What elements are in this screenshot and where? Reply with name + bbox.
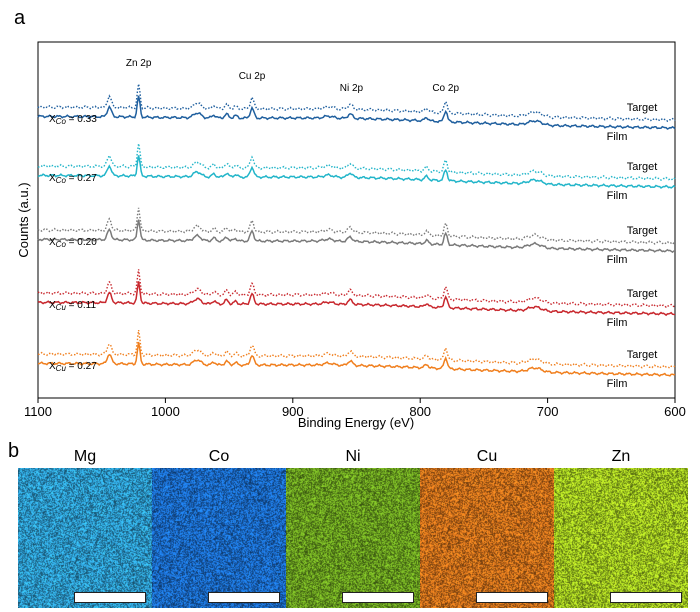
- y-axis-label: Counts (a.u.): [16, 182, 31, 257]
- scale-bar: [476, 592, 548, 603]
- film-label: Film: [607, 131, 628, 143]
- scale-bar: [208, 592, 280, 603]
- film-spectrum-line: [37, 281, 676, 317]
- target-label: Target: [627, 288, 658, 300]
- eds-maps: b Mg Co Ni Cu Zn: [0, 440, 700, 612]
- scale-bar: [342, 592, 414, 603]
- peak-label: Co 2p: [432, 83, 459, 94]
- eds-map-ni: [286, 468, 420, 608]
- film-label: Film: [607, 378, 628, 390]
- composition-symbol: X: [49, 173, 56, 184]
- composition-subscript: Cu: [56, 364, 67, 373]
- composition-symbol: X: [49, 114, 56, 125]
- film-spectrum-line: [37, 219, 675, 254]
- series-group: Target Film XCo = 0.33: [37, 83, 676, 143]
- eds-map-texture: [152, 468, 286, 608]
- series-group: Target Film XCo = 0.20: [37, 207, 675, 266]
- x-tick-label: 700: [537, 404, 559, 419]
- eds-map-title: Zn: [611, 448, 631, 465]
- peak-label: Ni 2p: [340, 83, 364, 94]
- composition-symbol: X: [49, 361, 56, 372]
- composition-label: XCu = 0.27: [49, 361, 97, 373]
- series-group: Target Film XCu = 0.27: [37, 329, 676, 390]
- target-spectrum-line: [37, 143, 676, 182]
- target-spectrum-line: [37, 83, 676, 123]
- peak-label: Cu 2p: [239, 71, 266, 82]
- target-label: Target: [627, 161, 658, 173]
- x-tick-label: 1100: [24, 404, 52, 419]
- target-spectrum-line: [37, 329, 676, 369]
- composition-label: XCo = 0.33: [49, 114, 97, 126]
- xps-chart: a 1100 1000 900 800 700 600 Binding Energy (e…: [14, 7, 686, 430]
- composition-value: = 0.27: [66, 361, 97, 372]
- target-label: Target: [627, 102, 658, 114]
- series-group: Target Film XCu = 0.11: [37, 269, 676, 329]
- eds-map-title: Mg: [73, 448, 97, 465]
- plot-frame: [37, 41, 676, 399]
- series-group: Target Film XCo = 0.27: [37, 143, 676, 202]
- target-label: Target: [627, 225, 658, 237]
- film-spectrum-line: [38, 341, 676, 377]
- composition-value: = 0.33: [66, 114, 97, 125]
- eds-map-title: Ni: [345, 448, 361, 465]
- composition-symbol: X: [49, 237, 56, 248]
- eds-map-texture: [286, 468, 420, 608]
- target-spectrum-line: [37, 269, 676, 309]
- eds-map-co: [152, 468, 286, 608]
- target-label: Target: [627, 349, 658, 361]
- composition-value: = 0.27: [66, 173, 97, 184]
- composition-symbol: X: [49, 300, 56, 311]
- eds-map-title: Cu: [476, 448, 498, 465]
- target-spectrum-line: [37, 207, 675, 246]
- eds-map-cu: [420, 468, 554, 608]
- x-tick-label: 600: [664, 404, 686, 419]
- film-label: Film: [607, 254, 628, 266]
- x-tick-label: 800: [409, 404, 431, 419]
- panel-a-letter: a: [14, 7, 26, 29]
- peak-labels: Zn 2p Cu 2p Ni 2p Co 2p: [126, 58, 460, 94]
- composition-label: XCo = 0.20: [49, 237, 97, 249]
- composition-subscript: Cu: [56, 303, 67, 312]
- composition-label: XCu = 0.11: [49, 300, 96, 312]
- eds-map-title: Co: [208, 448, 230, 465]
- film-label: Film: [607, 317, 628, 329]
- composition-subscript: Co: [56, 176, 67, 185]
- composition-label: XCo = 0.27: [49, 173, 97, 185]
- x-axis-ticks: 1100 1000 900 800 700 600: [24, 398, 686, 419]
- scale-bar: [74, 592, 146, 603]
- composition-value: = 0.20: [66, 237, 97, 248]
- x-axis-label: Binding Energy (eV): [298, 415, 414, 430]
- composition-value: = 0.11: [66, 300, 97, 311]
- panel-b-letter: b: [8, 440, 20, 462]
- film-spectrum-line: [37, 95, 676, 130]
- composition-subscript: Co: [56, 240, 67, 249]
- eds-map-zn: [554, 468, 688, 608]
- peak-label: Zn 2p: [126, 58, 152, 69]
- scale-bar: [610, 592, 682, 603]
- composition-subscript: Co: [56, 117, 67, 126]
- film-spectrum-line: [37, 155, 676, 189]
- eds-map-texture: [420, 468, 554, 608]
- eds-map-mg: [18, 468, 152, 608]
- x-tick-label: 900: [282, 404, 304, 419]
- eds-map-texture: [18, 468, 152, 608]
- film-label: Film: [607, 190, 628, 202]
- x-tick-label: 1000: [151, 404, 180, 419]
- eds-map-texture: [554, 468, 688, 608]
